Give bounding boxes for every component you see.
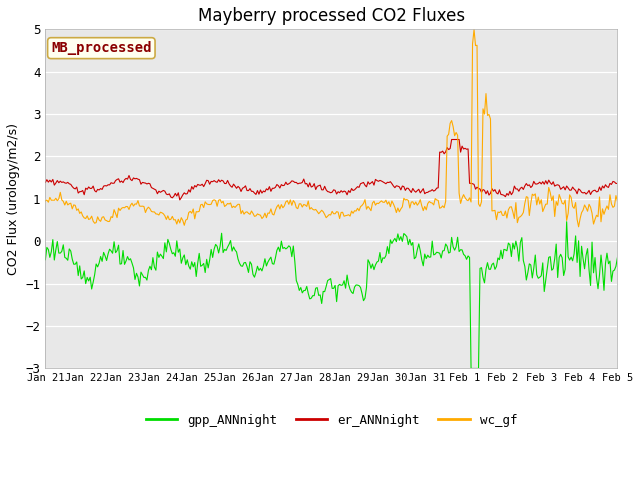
Legend: gpp_ANNnight, er_ANNnight, wc_gf: gpp_ANNnight, er_ANNnight, wc_gf — [141, 408, 522, 432]
Title: Mayberry processed CO2 Fluxes: Mayberry processed CO2 Fluxes — [198, 7, 465, 25]
Text: MB_processed: MB_processed — [51, 41, 152, 55]
Y-axis label: CO2 Flux (urology/m2/s): CO2 Flux (urology/m2/s) — [7, 123, 20, 275]
